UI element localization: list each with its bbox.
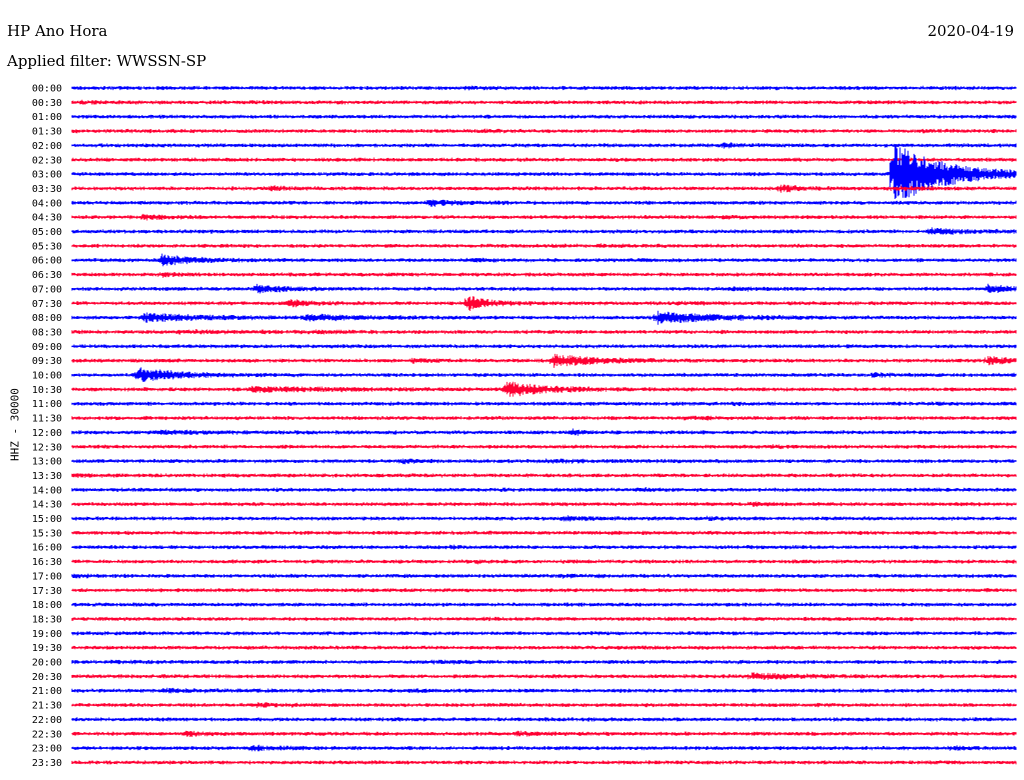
tick-label-0800: 08:00 — [32, 313, 62, 324]
tick-label-1200: 12:00 — [32, 428, 62, 439]
tick-label-1000: 10:00 — [32, 371, 62, 382]
tick-label-2200: 22:00 — [32, 715, 62, 726]
tick-label-2330: 23:30 — [32, 758, 62, 769]
tick-label-1600: 16:00 — [32, 543, 62, 554]
tick-label-0930: 09:30 — [32, 356, 62, 367]
tick-label-0030: 00:30 — [32, 98, 62, 109]
tick-label-0600: 06:00 — [32, 256, 62, 267]
tick-label-0830: 08:30 — [32, 327, 62, 338]
tick-label-1800: 18:00 — [32, 600, 62, 611]
tick-label-1700: 17:00 — [32, 571, 62, 582]
tick-label-0330: 03:30 — [32, 184, 62, 195]
tick-label-2230: 22:30 — [32, 729, 62, 740]
tick-label-1530: 15:30 — [32, 528, 62, 539]
tick-label-1030: 10:30 — [32, 385, 62, 396]
tick-label-1100: 11:00 — [32, 399, 62, 410]
tick-label-2130: 21:30 — [32, 701, 62, 712]
tick-label-1300: 13:00 — [32, 457, 62, 468]
filter-label: Applied filter: WWSSN-SP — [7, 52, 207, 70]
tick-label-0200: 02:00 — [32, 141, 62, 152]
tick-label-1500: 15:00 — [32, 514, 62, 525]
tick-label-0000: 00:00 — [32, 84, 62, 95]
date-label: 2020-04-19 — [927, 22, 1014, 40]
tick-label-1900: 19:00 — [32, 629, 62, 640]
tick-label-2030: 20:30 — [32, 672, 62, 683]
tick-label-0730: 07:30 — [32, 299, 62, 310]
tick-label-0100: 01:00 — [32, 112, 62, 123]
tick-label-0530: 05:30 — [32, 241, 62, 252]
tick-label-1930: 19:30 — [32, 643, 62, 654]
tick-label-2100: 21:00 — [32, 686, 62, 697]
trace-row-0300 — [71, 144, 1017, 199]
tick-label-1230: 12:30 — [32, 442, 62, 453]
tick-label-0230: 02:30 — [32, 155, 62, 166]
tick-label-2000: 20:00 — [32, 658, 62, 669]
tick-label-0430: 04:30 — [32, 213, 62, 224]
tick-label-1830: 18:30 — [32, 614, 62, 625]
seismic-traces — [71, 85, 1017, 765]
tick-label-1430: 14:30 — [32, 500, 62, 511]
tick-label-0500: 05:00 — [32, 227, 62, 238]
time-tick-labels: 00:00 00:30 01:00 01:30 02:00 02:30 03:00 03:30… — [32, 84, 62, 769]
tick-label-0630: 06:30 — [32, 270, 62, 281]
tick-label-0900: 09:00 — [32, 342, 62, 353]
tick-label-1630: 16:30 — [32, 557, 62, 568]
tick-label-0400: 04:00 — [32, 198, 62, 209]
tick-label-1130: 11:30 — [32, 414, 62, 425]
tick-label-2300: 23:00 — [32, 744, 62, 755]
tick-label-0130: 01:30 — [32, 127, 62, 138]
tick-label-1730: 17:30 — [32, 586, 62, 597]
tick-label-0300: 03:00 — [32, 170, 62, 181]
tick-label-0700: 07:00 — [32, 284, 62, 295]
tick-label-1400: 14:00 — [32, 485, 62, 496]
tick-label-1330: 13:30 — [32, 471, 62, 482]
station-title: HP Ano Hora — [7, 22, 108, 40]
